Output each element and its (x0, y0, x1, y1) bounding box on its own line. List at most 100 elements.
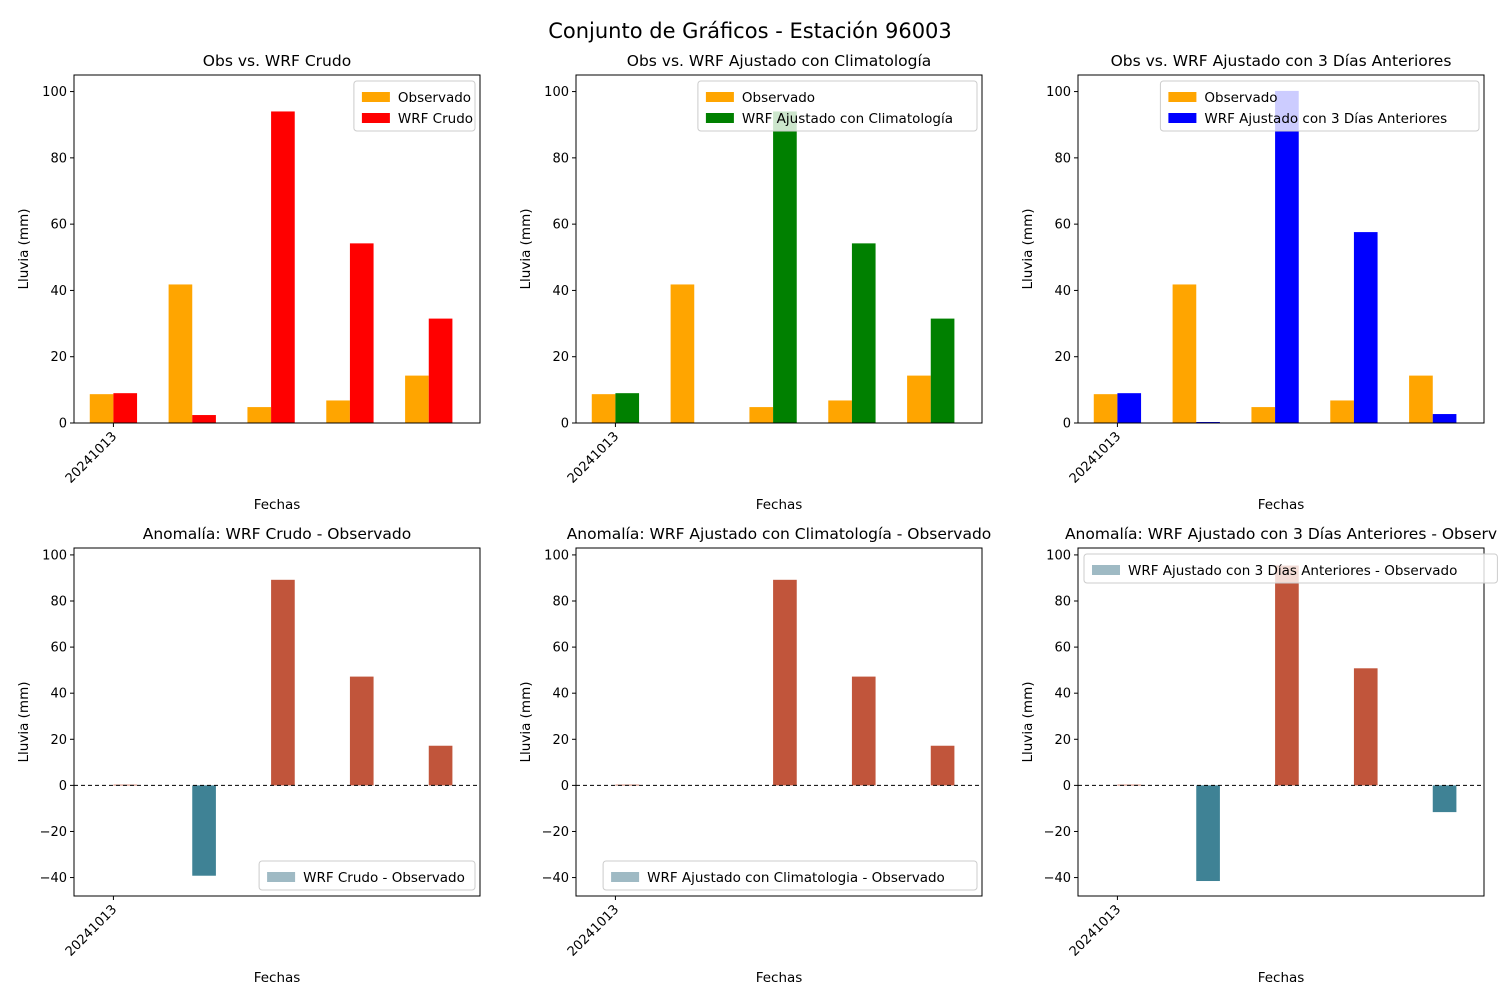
chart-title: Anomalía: WRF Crudo - Observado (143, 525, 412, 543)
y-tick-label: 60 (50, 218, 67, 233)
anomaly-bar-5 (1432, 785, 1457, 813)
bar-wrf-2 (192, 415, 216, 423)
bar-wrf-3 (271, 111, 295, 423)
chart-panel-5: Anomalía: WRF Ajustado con Climatología … (518, 525, 991, 986)
y-axis-label: Lluvia (mm) (16, 682, 32, 763)
legend-box (697, 80, 978, 132)
y-tick-label: −40 (542, 871, 569, 886)
chart-title: Obs vs. WRF Crudo (203, 52, 351, 70)
x-tick-label: 20241013 (63, 429, 120, 486)
axes-frame (575, 547, 983, 897)
chart-panel-2: Obs vs. WRF Ajustado con Climatología020… (518, 52, 983, 513)
bar-observado-4 (1330, 400, 1354, 423)
bar-observado-2 (670, 284, 695, 423)
legend-label: WRF Ajustado con 3 Días Anteriores - Obs… (1128, 563, 1457, 579)
bar-observado-2 (1172, 284, 1197, 423)
y-tick-label: −20 (1044, 825, 1071, 840)
y-tick-label: 60 (50, 641, 67, 656)
legend-swatch (1168, 113, 1197, 123)
y-tick-label: 80 (1054, 595, 1071, 610)
bar-observado-1 (89, 394, 114, 423)
y-tick-label: 100 (1046, 548, 1071, 563)
x-axis-label: Fechas (1258, 970, 1305, 986)
legend: Observado WRF Ajustado con 3 Días Anterio… (1159, 80, 1480, 132)
legend-label: WRF Ajustado con Climatología (742, 111, 953, 127)
bars (1093, 90, 1457, 423)
anomaly-bar-5 (428, 745, 453, 786)
y-axis-label: Lluvia (mm) (518, 682, 534, 763)
legend-label: WRF Ajustado con Climatologia - Observad… (647, 870, 945, 886)
legend-swatch (705, 113, 734, 123)
y-tick-label: −20 (40, 825, 67, 840)
legend-box (1083, 553, 1498, 584)
axes-frame (1077, 74, 1485, 424)
y-tick-label: 60 (1054, 641, 1071, 656)
legend-label: WRF Crudo (398, 111, 473, 127)
chart-panel-6: Anomalía: WRF Ajustado con 3 Días Anteri… (1020, 525, 1498, 986)
bar-wrf-4 (1353, 232, 1378, 423)
bar-wrf-1 (1117, 393, 1142, 423)
y-tick-label: 80 (50, 595, 67, 610)
y-tick-label: 40 (552, 284, 569, 299)
y-tick-label: 100 (42, 548, 67, 563)
bar-wrf-5 (428, 318, 453, 423)
x-tick-label: 20241013 (63, 902, 120, 959)
y-tick-label: 60 (1054, 218, 1071, 233)
anomaly-bar-2 (192, 785, 216, 876)
y-axis-label: Lluvia (mm) (16, 209, 32, 290)
anomaly-bar-4 (349, 676, 374, 786)
bar-wrf-5 (1432, 414, 1457, 423)
x-tick-label: 20241013 (1067, 429, 1124, 486)
y-tick-label: 100 (544, 85, 569, 100)
legend: WRF Crudo - Observado (258, 860, 476, 891)
anomaly-bar-3 (271, 579, 295, 786)
bar-observado-3 (247, 407, 272, 423)
legend-swatch (611, 872, 640, 882)
x-axis-label: Fechas (254, 970, 301, 986)
anomaly-bar-2 (1196, 785, 1220, 882)
chart-title: Obs vs. WRF Ajustado con 3 Días Anterior… (1111, 52, 1452, 70)
legend-swatch (361, 92, 390, 102)
x-tick-label: 20241013 (1067, 902, 1124, 959)
y-tick-label: 60 (552, 218, 569, 233)
legend-label: Observado (398, 90, 471, 106)
bar-wrf-3 (773, 111, 797, 423)
legend-swatch (1092, 565, 1120, 575)
y-tick-label: 0 (1063, 779, 1071, 794)
anomaly-bar-4 (851, 676, 876, 786)
y-tick-label: 20 (552, 350, 569, 365)
y-tick-label: 20 (552, 733, 569, 748)
y-tick-label: 100 (42, 85, 67, 100)
bar-observado-1 (591, 394, 616, 423)
y-tick-label: 100 (544, 548, 569, 563)
y-tick-label: 40 (1054, 687, 1071, 702)
chart-title: Anomalía: WRF Ajustado con 3 Días Anteri… (1065, 525, 1497, 543)
x-tick-label: 20241013 (565, 902, 622, 959)
bar-observado-4 (828, 400, 852, 423)
y-tick-label: 20 (50, 733, 67, 748)
legend-swatch (1168, 92, 1197, 102)
y-tick-label: 0 (59, 779, 67, 794)
legend-box (258, 860, 476, 891)
bar-observado-3 (1251, 407, 1276, 423)
legend-swatch (705, 92, 734, 102)
bar-observado-3 (749, 407, 774, 423)
legend-swatch (361, 113, 390, 123)
y-tick-label: 80 (1054, 151, 1071, 166)
y-tick-label: 80 (552, 151, 569, 166)
y-tick-label: 40 (552, 687, 569, 702)
bar-observado-5 (405, 375, 429, 423)
legend-label: WRF Crudo - Observado (303, 870, 465, 886)
chart-panel-1: Obs vs. WRF Crudo 0 20 40 60 80 100 20241013 Fec… (16, 52, 481, 513)
bar-wrf-4 (349, 243, 374, 423)
legend: Observado WRF Ajustado con Climatología (697, 80, 978, 132)
y-tick-label: 20 (1054, 733, 1071, 748)
bar-wrf-1 (113, 393, 138, 423)
chart-panel-4: Anomalía: WRF Crudo - Observado −40 −20 0 20… (16, 525, 481, 986)
legend-label: WRF Ajustado con 3 Días Anteriores (1204, 111, 1447, 127)
legend-swatch (267, 872, 296, 882)
axes-frame (73, 74, 481, 424)
anomaly-bar-5 (930, 745, 955, 786)
legend: Observado WRF Crudo (353, 80, 476, 132)
